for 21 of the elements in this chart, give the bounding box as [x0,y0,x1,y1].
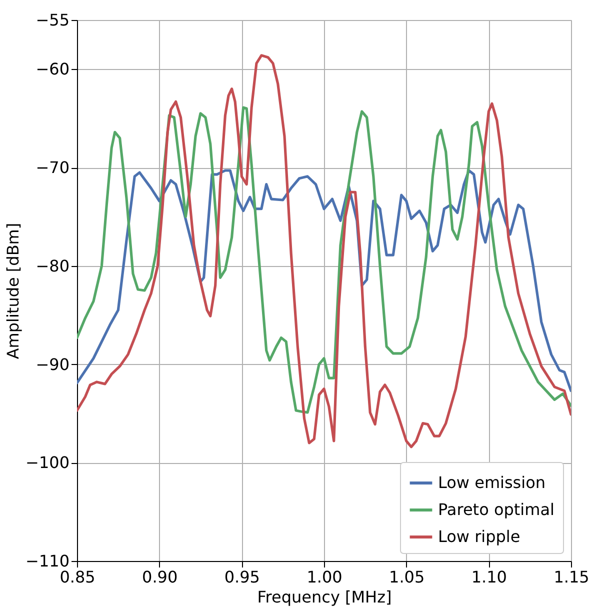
y-tick-label: −100 [26,453,70,472]
line-series [77,106,571,414]
line-series [77,54,571,448]
legend-label: Low emission [438,473,546,492]
y-tick-label: −110 [26,552,70,570]
x-tick-label: 0.95 [224,568,260,586]
x-tick-label: 1.05 [389,568,425,586]
y-tick-label: −70 [36,158,70,178]
x-tick-label: 1.10 [471,568,507,586]
x-tick-label: 1.00 [306,568,342,586]
legend-label: Low ripple [438,527,520,546]
y-tick-label: −90 [36,354,70,374]
y-axis-title: Amplitude [dBm] [4,222,23,360]
y-tick-label: −80 [36,256,70,276]
x-tick-label: 0.85 [60,568,96,586]
y-tick-label: −60 [36,60,70,79]
y-tick-label: −55 [36,10,70,30]
x-tick-label: 1.15 [554,568,590,586]
x-tick-label: 0.90 [142,568,178,586]
x-axis-title: Frequency [MHz] [257,588,392,606]
legend-label: Pareto optimal [438,500,554,519]
